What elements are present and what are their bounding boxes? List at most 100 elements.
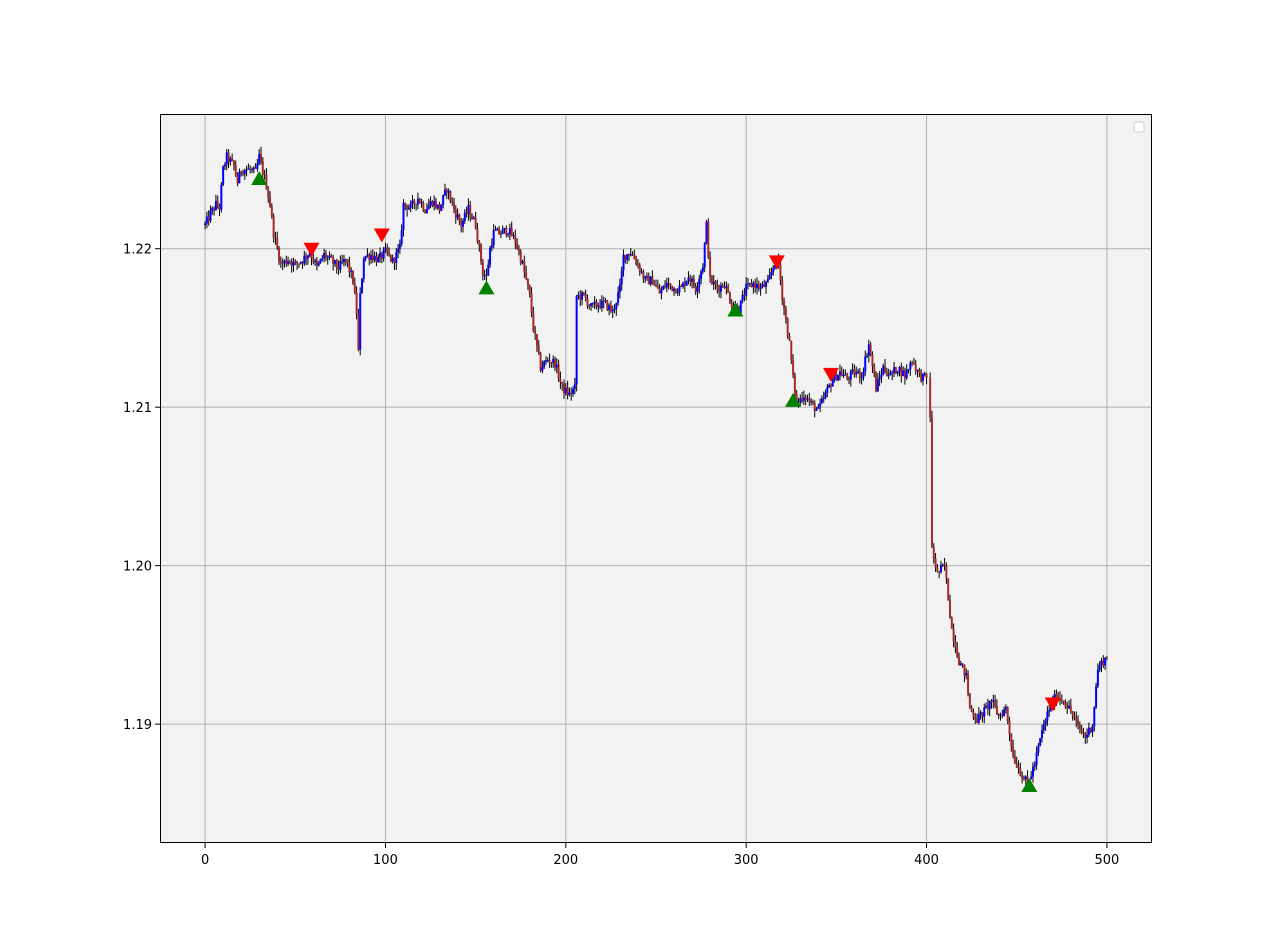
candle-body-up bbox=[819, 403, 822, 407]
candle-body-up bbox=[768, 275, 771, 280]
candle-body-down bbox=[460, 221, 463, 227]
candle-body-up bbox=[739, 300, 742, 313]
candle-body-up bbox=[857, 371, 859, 373]
candle-body-up bbox=[328, 255, 331, 258]
candle-body-down bbox=[270, 206, 273, 216]
candle-body-down bbox=[655, 285, 657, 287]
buy-signal-marker bbox=[785, 392, 802, 407]
candle-body-up bbox=[209, 210, 212, 221]
candle-body-down bbox=[1071, 711, 1074, 716]
candle-body-down bbox=[624, 254, 627, 261]
candle-body-down bbox=[449, 190, 452, 201]
candle-body-up bbox=[250, 169, 253, 171]
sell-signal-marker bbox=[1044, 697, 1061, 712]
candle-body-down bbox=[301, 262, 304, 264]
candle-body-up bbox=[905, 369, 908, 378]
candle-body-down bbox=[1069, 705, 1072, 712]
candle-body-up bbox=[889, 372, 892, 376]
candle-body-down bbox=[934, 558, 937, 568]
candle-body-down bbox=[974, 716, 977, 720]
candle-body-down bbox=[389, 254, 392, 262]
candle-body-down bbox=[858, 371, 861, 379]
candle-body-down bbox=[871, 354, 874, 367]
candle-body-down bbox=[375, 256, 378, 263]
candle-body-up bbox=[575, 296, 578, 385]
candle-body-up bbox=[416, 198, 419, 205]
candle-body-down bbox=[900, 367, 903, 377]
candle-body-down bbox=[950, 617, 953, 629]
candle-body-up bbox=[985, 705, 988, 708]
candle-body-up bbox=[837, 375, 840, 381]
candle-body-down bbox=[788, 336, 791, 341]
candle-body-up bbox=[893, 367, 896, 374]
candle-body-down bbox=[963, 664, 966, 676]
candle-body-up bbox=[620, 270, 623, 285]
candle-body-up bbox=[867, 344, 870, 356]
candle-body-down bbox=[341, 261, 344, 263]
candle-body-down bbox=[254, 167, 257, 169]
candle-body-up bbox=[741, 294, 744, 301]
candle-body-down bbox=[570, 392, 573, 394]
candle-body-down bbox=[683, 282, 686, 286]
candle-body-down bbox=[949, 600, 951, 618]
candle-body-up bbox=[701, 267, 704, 272]
candle-body-down bbox=[929, 377, 932, 418]
candle-body-up bbox=[398, 244, 401, 250]
candle-body-down bbox=[458, 214, 461, 222]
candle-body-down bbox=[516, 242, 519, 249]
candle-body-down bbox=[994, 699, 997, 706]
x-tick-label: 200 bbox=[553, 853, 578, 868]
candle-body-up bbox=[521, 261, 524, 264]
candle-body-up bbox=[1004, 707, 1007, 710]
candle-body-up bbox=[339, 261, 342, 270]
candle-body-down bbox=[539, 352, 542, 371]
candle-body-down bbox=[968, 693, 971, 708]
candle-body-down bbox=[1015, 763, 1018, 767]
candle-body-down bbox=[337, 267, 340, 270]
candle-body-up bbox=[965, 673, 968, 676]
candle-body-up bbox=[440, 204, 443, 211]
x-axis-ticks: 0 100 200 300 400 500 bbox=[201, 843, 1119, 868]
candle-body-down bbox=[853, 369, 856, 375]
candle-body-down bbox=[804, 397, 807, 400]
candle-body-down bbox=[970, 707, 973, 712]
candle-body-up bbox=[379, 253, 382, 258]
candle-body-up bbox=[765, 282, 768, 287]
candle-body-up bbox=[489, 247, 492, 265]
candle-body-down bbox=[647, 276, 650, 285]
candle-body-up bbox=[618, 284, 621, 293]
candle-body-up bbox=[1031, 767, 1034, 777]
candle-body-down bbox=[757, 283, 760, 289]
candle-body-up bbox=[748, 283, 751, 285]
candle-body-up bbox=[815, 408, 818, 411]
candle-body-down bbox=[707, 221, 710, 258]
candle-body-down bbox=[332, 257, 335, 264]
candle-body-up bbox=[407, 207, 410, 210]
candle-body-down bbox=[1064, 702, 1067, 708]
candle-body-down bbox=[388, 252, 391, 255]
candle-body-up bbox=[999, 714, 1002, 716]
candle-body-up bbox=[512, 235, 515, 237]
candle-body-up bbox=[577, 294, 580, 297]
candle-body-down bbox=[631, 254, 634, 256]
candle-body-down bbox=[795, 393, 798, 403]
candle-body-down bbox=[945, 565, 948, 579]
candle-body-down bbox=[595, 301, 598, 307]
candle-body-up bbox=[382, 249, 385, 259]
candle-body-down bbox=[422, 202, 425, 211]
candle-body-down bbox=[1021, 775, 1024, 779]
plot-background bbox=[160, 114, 1152, 843]
candle-body-down bbox=[471, 216, 474, 219]
candle-body-up bbox=[1068, 705, 1071, 709]
candle-body-down bbox=[718, 288, 721, 292]
candle-body-up bbox=[810, 401, 813, 403]
candle-body-down bbox=[671, 285, 674, 291]
candle-body-down bbox=[236, 175, 239, 184]
candle-body-down bbox=[554, 358, 556, 368]
candle-body-down bbox=[635, 259, 638, 265]
candle-body-up bbox=[855, 372, 858, 375]
candle-body-up bbox=[703, 243, 706, 268]
y-tick-label: 1.19 bbox=[123, 718, 152, 733]
candle-body-up bbox=[862, 371, 865, 378]
candle-body-up bbox=[366, 254, 369, 257]
